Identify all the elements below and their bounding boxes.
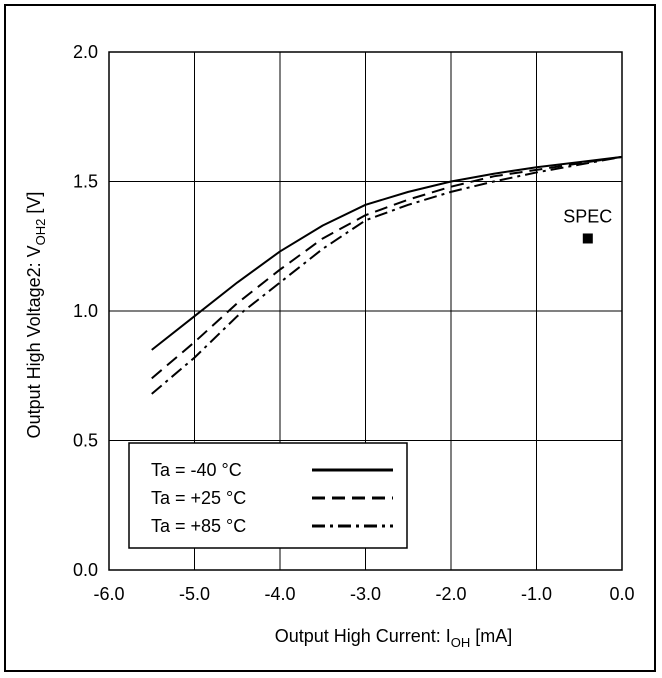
y-tick-label: 0.0 [73,560,98,580]
y-axis-label-unit: [V] [24,192,44,219]
plot-area [108,51,623,571]
x-axis-label-sub: OH [451,635,471,650]
y-tick-label: 0.5 [73,431,98,451]
x-tick-label: -6.0 [93,584,124,604]
chart-frame [4,4,656,672]
spec-marker-label: SPEC [563,206,612,226]
x-tick-label: -3.0 [350,584,381,604]
y-axis-label-sub: OH2 [33,219,48,246]
series-line-1 [151,155,623,351]
x-axis-label: Output High Current: IOH [mA] [275,626,513,650]
series-line-3 [151,155,623,395]
x-tick-label: -5.0 [179,584,210,604]
marker-layer: SPEC [563,206,612,244]
y-tick-label: 1.5 [73,172,98,192]
series-layer [151,155,623,395]
legend: Ta = -40 °C Ta = +25 °C Ta = +85 °C [128,442,408,549]
y-tick-label: 2.0 [73,42,98,62]
legend-box [128,442,408,549]
tick-labels: -6.0 -5.0 -4.0 -3.0 -2.0 -1.0 0.0 0.0 0.5 1.0 1.5 2… [73,42,635,604]
x-tick-label: -1.0 [521,584,552,604]
spec-marker [582,233,593,244]
legend-label-2: Ta = +25 °C [151,488,246,508]
legend-label-1: Ta = -40 °C [151,460,242,480]
x-tick-label: 0.0 [609,584,634,604]
y-axis-label-main: Output High Voltage2: V [24,245,44,438]
x-axis-label-unit: [mA] [470,626,512,646]
y-axis-label: Output High Voltage2: VOH2 [V] [24,192,48,439]
x-tick-label: -2.0 [435,584,466,604]
x-tick-label: -4.0 [264,584,295,604]
series-line-2 [151,155,623,380]
y-tick-label: 1.0 [73,301,98,321]
legend-label-3: Ta = +85 °C [151,516,246,536]
x-axis-label-main: Output High Current: I [275,626,451,646]
